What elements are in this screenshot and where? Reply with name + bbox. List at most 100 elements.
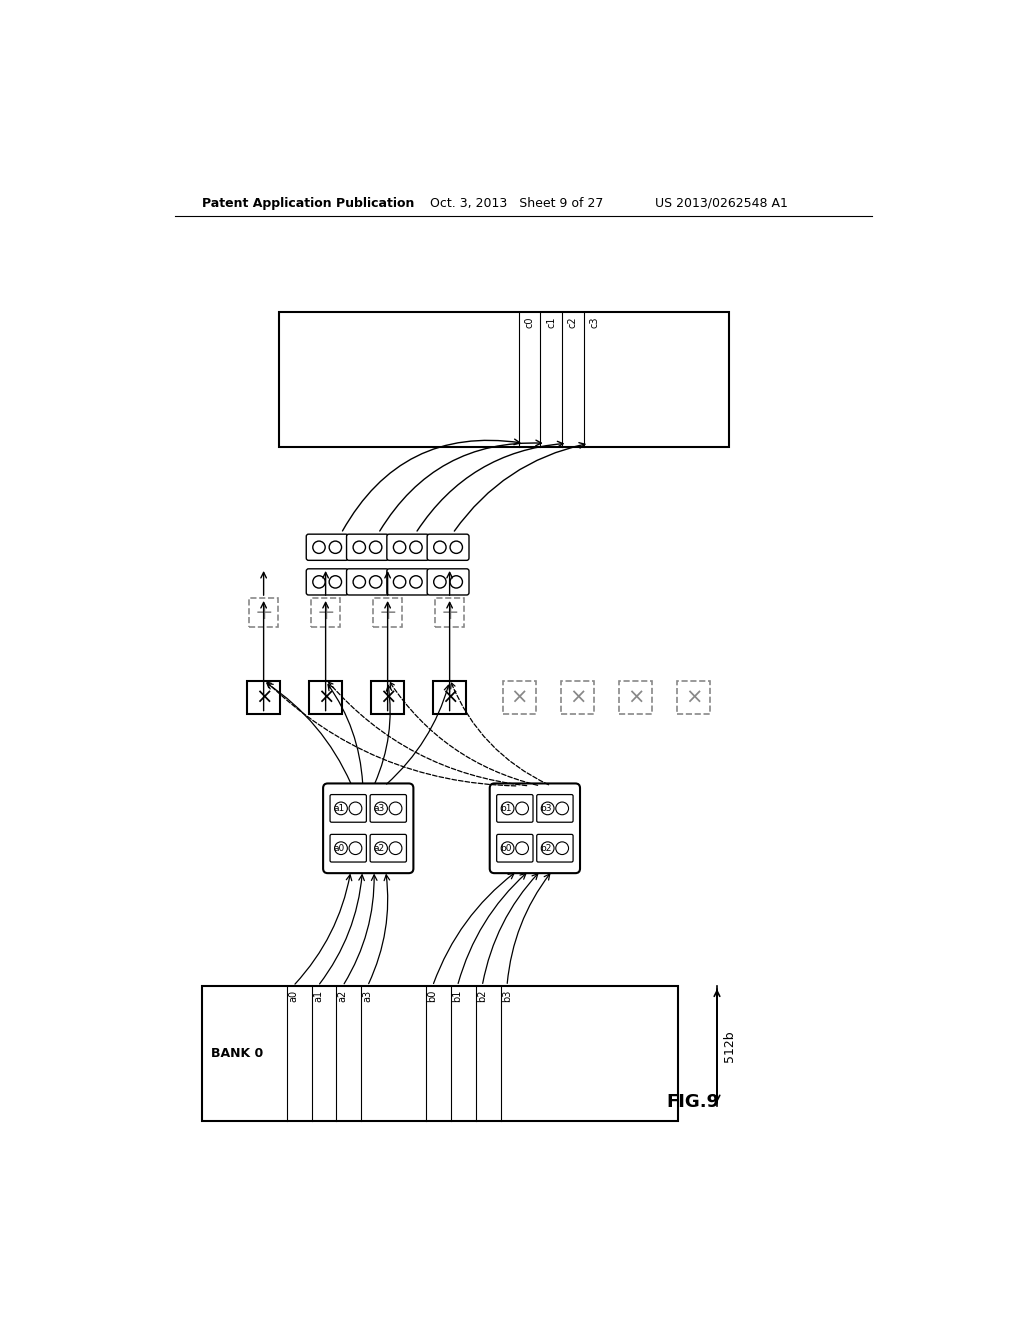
Text: a3: a3 [373, 804, 384, 813]
Text: ×: × [627, 688, 644, 708]
Text: Oct. 3, 2013   Sheet 9 of 27: Oct. 3, 2013 Sheet 9 of 27 [430, 197, 603, 210]
Text: c3: c3 [590, 317, 599, 327]
Bar [373, 598, 402, 627]
Text: b2: b2 [477, 990, 487, 1002]
Text: 512b: 512b [723, 1030, 736, 1061]
Text: ×: × [255, 688, 272, 708]
Circle shape [542, 803, 554, 814]
Circle shape [501, 842, 514, 854]
Circle shape [516, 842, 528, 854]
Circle shape [410, 576, 422, 589]
FancyBboxPatch shape [346, 535, 388, 561]
Circle shape [335, 842, 347, 854]
Text: +: + [378, 603, 397, 623]
Circle shape [370, 576, 382, 589]
FancyBboxPatch shape [497, 834, 534, 862]
Text: US 2013/0262548 A1: US 2013/0262548 A1 [655, 197, 787, 210]
Circle shape [389, 803, 402, 814]
Circle shape [353, 576, 366, 589]
Text: b3: b3 [502, 990, 512, 1002]
Bar [311, 598, 340, 627]
Circle shape [410, 541, 422, 553]
Circle shape [516, 803, 528, 814]
FancyBboxPatch shape [427, 535, 469, 561]
Circle shape [375, 842, 387, 854]
Circle shape [312, 541, 326, 553]
Text: ×: × [511, 688, 528, 708]
Circle shape [501, 803, 514, 814]
Bar [202, 986, 678, 1121]
Text: +: + [440, 603, 459, 623]
Bar [372, 681, 403, 714]
Circle shape [451, 576, 463, 589]
Text: c2: c2 [568, 317, 578, 327]
Text: ×: × [316, 688, 335, 708]
Text: b2: b2 [540, 843, 551, 853]
Text: a0: a0 [333, 843, 344, 853]
Circle shape [349, 803, 361, 814]
Text: b1: b1 [453, 990, 463, 1002]
Circle shape [349, 842, 361, 854]
Circle shape [335, 803, 347, 814]
Text: a1: a1 [313, 990, 323, 1002]
Circle shape [434, 541, 446, 553]
Circle shape [329, 541, 342, 553]
FancyBboxPatch shape [370, 834, 407, 862]
Circle shape [389, 842, 402, 854]
Text: BANK 0: BANK 0 [211, 1047, 263, 1060]
Circle shape [370, 541, 382, 553]
Text: a2: a2 [338, 990, 348, 1002]
FancyBboxPatch shape [346, 569, 388, 595]
Circle shape [556, 842, 568, 854]
Circle shape [353, 541, 366, 553]
Bar [433, 681, 466, 714]
FancyBboxPatch shape [537, 834, 573, 862]
Circle shape [542, 842, 554, 854]
FancyBboxPatch shape [387, 535, 429, 561]
Text: +: + [254, 603, 273, 623]
Text: a2: a2 [373, 843, 384, 853]
Text: b0: b0 [428, 990, 437, 1002]
Text: ×: × [568, 688, 587, 708]
Bar [248, 681, 280, 714]
Text: b1: b1 [500, 804, 511, 813]
FancyBboxPatch shape [537, 795, 573, 822]
FancyBboxPatch shape [306, 569, 348, 595]
Bar [249, 598, 279, 627]
Text: ×: × [441, 688, 459, 708]
Bar [435, 598, 464, 627]
Text: ×: × [685, 688, 702, 708]
FancyBboxPatch shape [387, 569, 429, 595]
Text: b3: b3 [540, 804, 551, 813]
Text: c0: c0 [524, 317, 535, 327]
Text: Patent Application Publication: Patent Application Publication [202, 197, 414, 210]
Circle shape [393, 541, 406, 553]
Text: c1: c1 [546, 317, 556, 327]
Text: a3: a3 [362, 990, 373, 1002]
FancyBboxPatch shape [330, 834, 367, 862]
FancyBboxPatch shape [324, 784, 414, 873]
Text: FIG.9: FIG.9 [667, 1093, 720, 1110]
Bar [561, 681, 594, 714]
Text: +: + [316, 603, 335, 623]
Circle shape [393, 576, 406, 589]
FancyBboxPatch shape [489, 784, 580, 873]
FancyBboxPatch shape [306, 535, 348, 561]
Circle shape [375, 803, 387, 814]
Bar [503, 681, 536, 714]
Bar [620, 681, 652, 714]
Circle shape [312, 576, 326, 589]
Bar [309, 681, 342, 714]
Bar [678, 681, 710, 714]
Circle shape [556, 803, 568, 814]
Text: ×: × [379, 688, 396, 708]
FancyBboxPatch shape [497, 795, 534, 822]
Circle shape [434, 576, 446, 589]
Text: b0: b0 [500, 843, 511, 853]
Text: a1: a1 [333, 804, 344, 813]
FancyBboxPatch shape [427, 569, 469, 595]
Circle shape [329, 576, 342, 589]
Circle shape [451, 541, 463, 553]
Text: a0: a0 [288, 990, 298, 1002]
FancyBboxPatch shape [330, 795, 367, 822]
